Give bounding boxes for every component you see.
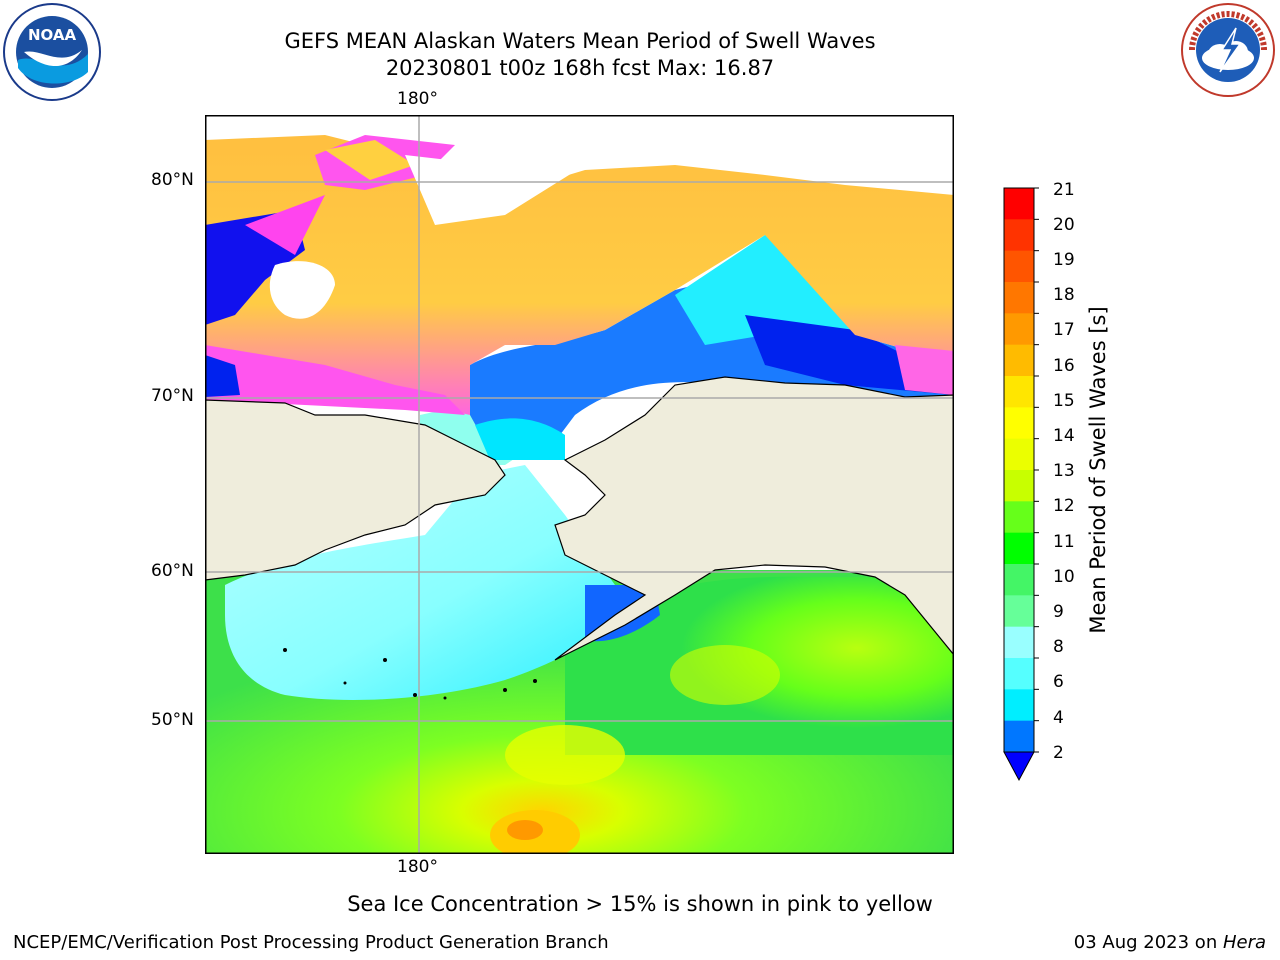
footer-credit: NCEP/EMC/Verification Post Processing Pr… [13,932,609,953]
sea-ice-field [205,135,954,415]
colorbar-bin [1004,344,1034,377]
noaa-logo: NOAA [2,2,102,102]
colorbar-tick-label: 19 [1053,250,1075,270]
latitude-label-50n: 50°N [151,710,194,730]
chart-subtitle: 20230801 t00z 168h fcst Max: 16.87 [385,56,775,80]
colorbar-bin [1004,595,1034,628]
colorbar-tick-label: 20 [1053,215,1075,235]
colorbar-extend-triangle [1003,751,1035,782]
colorbar-tick-label: 21 [1053,180,1075,200]
colorbar-bin [1004,313,1034,346]
colorbar-bin [1004,689,1034,722]
colorbar-tick-label: 10 [1053,567,1075,587]
colorbar-tick-label: 13 [1053,461,1075,481]
colorbar-bin [1004,658,1034,690]
alaska-landmass [554,376,955,661]
longitude-label-bottom: 180° [397,857,438,877]
colorbar-tick-label: 16 [1053,356,1075,376]
colorbar-tick-label: 12 [1053,496,1075,516]
colorbar-bin [1004,626,1034,659]
map-plot [204,115,955,860]
latitude-label-80n: 80°N [151,170,194,190]
colorbar-bin [1004,219,1034,252]
chart-title: GEFS MEAN Alaskan Waters Mean Period of … [284,29,876,53]
colorbar-tick-label: 4 [1053,708,1064,728]
latitude-label-70n: 70°N [151,386,194,406]
chukotka-landmass [204,399,506,581]
colorbar-bin [1004,470,1034,502]
colorbar-bin [1004,376,1034,408]
colorbar-bin [1004,188,1034,220]
nws-logo [1180,2,1276,98]
colorbar-bin [1004,532,1034,565]
chukchi-beaufort-swell-field [470,275,954,460]
colorbar-tick-label: 2 [1053,743,1064,763]
footer-date: 03 Aug 2023 on Hera [1074,932,1266,954]
colorbar-tick-label: 18 [1053,285,1075,305]
bering-sea-swell-field [225,465,645,700]
colorbar-tick-label: 17 [1053,320,1075,340]
colorbar [1000,186,1040,786]
colorbar-bin [1004,501,1034,534]
sea-ice-annotation: Sea Ice Concentration > 15% is shown in … [347,892,933,916]
colorbar-tick-label: 14 [1053,426,1075,446]
colorbar-bin [1004,564,1034,596]
svg-text:NOAA: NOAA [28,26,77,44]
colorbar-bin [1004,407,1034,440]
colorbar-bin [1004,720,1034,753]
footer-date-text: 03 Aug 2023 on [1073,932,1223,953]
colorbar-tick-label: 11 [1053,532,1075,552]
colorbar-tick-label: 9 [1053,602,1064,622]
colorbar-bin [1004,438,1034,471]
colorbar-bin [1004,282,1034,314]
colorbar-tick-label: 8 [1053,637,1064,657]
longitude-label-top: 180° [397,89,438,109]
colorbar-tick-label: 6 [1053,672,1064,692]
colorbar-bin [1004,250,1034,283]
latitude-label-60n: 60°N [151,561,194,581]
footer-machine: Hera [1222,932,1266,953]
colorbar-tick-label: 15 [1053,391,1075,411]
